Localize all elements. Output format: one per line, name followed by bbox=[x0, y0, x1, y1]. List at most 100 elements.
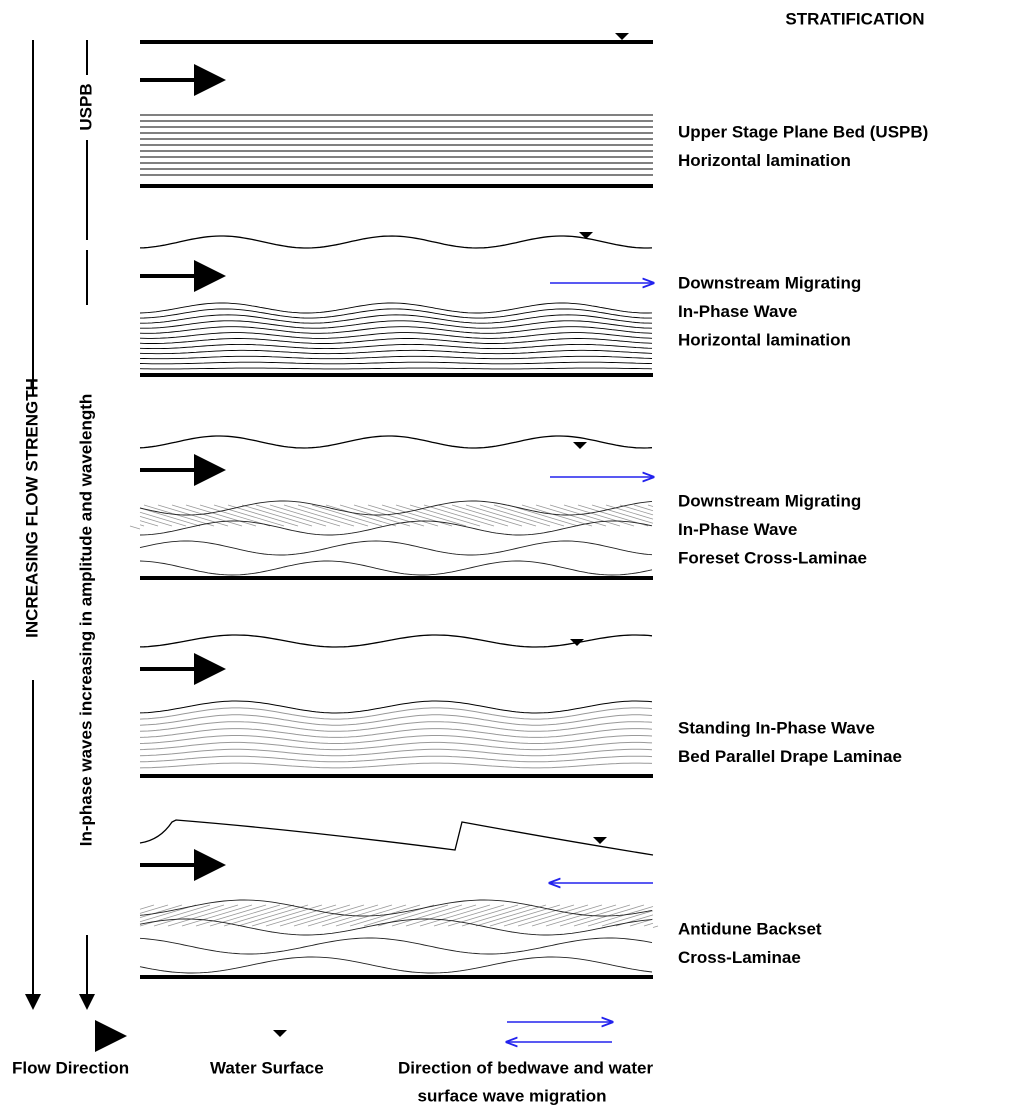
panel-label: In-Phase Wave bbox=[678, 520, 797, 539]
lamina bbox=[139, 361, 653, 365]
foreset bbox=[633, 504, 654, 512]
backset bbox=[545, 904, 617, 927]
backset bbox=[475, 904, 547, 927]
title: STRATIFICATION bbox=[785, 9, 924, 28]
water-surface bbox=[139, 819, 654, 856]
panel-label: Bed Parallel Drape Laminae bbox=[678, 747, 902, 766]
lamina bbox=[139, 349, 653, 355]
foreset bbox=[199, 504, 271, 527]
legend-surface-icon bbox=[273, 1030, 287, 1037]
backset bbox=[405, 904, 477, 927]
backset bbox=[503, 904, 575, 927]
drape-lamina bbox=[139, 707, 653, 720]
foreset bbox=[507, 504, 579, 527]
backset bbox=[433, 904, 505, 927]
backset bbox=[181, 904, 253, 927]
foreset bbox=[241, 504, 313, 527]
water-surface-marker bbox=[570, 639, 584, 646]
foreset bbox=[213, 504, 285, 527]
water-surface bbox=[139, 634, 653, 648]
foreset bbox=[465, 504, 537, 527]
foreset bbox=[423, 504, 495, 527]
water-surface-marker bbox=[593, 837, 607, 844]
water-surface bbox=[139, 435, 653, 449]
uspb-label: USPB bbox=[76, 83, 95, 130]
lamina bbox=[139, 355, 653, 360]
backset bbox=[195, 904, 267, 927]
panel-label: Antidune Backset bbox=[678, 919, 822, 938]
backset bbox=[349, 904, 421, 927]
panel-label: Cross-Laminae bbox=[678, 948, 801, 967]
foreset bbox=[171, 504, 243, 527]
lamina bbox=[139, 367, 653, 370]
backset bbox=[601, 910, 654, 927]
lamina bbox=[140, 314, 653, 324]
foreset bbox=[339, 504, 411, 527]
foreset bbox=[139, 524, 145, 527]
foreset bbox=[311, 504, 383, 527]
foreset bbox=[591, 504, 654, 524]
foreset bbox=[395, 504, 467, 527]
foreset bbox=[227, 504, 299, 527]
drape-lamina bbox=[139, 755, 653, 763]
backset bbox=[153, 904, 225, 927]
foreset bbox=[451, 504, 523, 527]
foreset bbox=[157, 504, 229, 527]
legend-migration: surface wave migration bbox=[418, 1086, 607, 1105]
backset bbox=[531, 904, 603, 927]
set-boundary bbox=[139, 899, 653, 917]
backset bbox=[265, 904, 337, 927]
backset bbox=[139, 904, 183, 918]
backset bbox=[419, 904, 491, 927]
foreset bbox=[493, 504, 565, 527]
foreset bbox=[605, 504, 654, 520]
set-boundary bbox=[139, 918, 653, 936]
foreset bbox=[479, 504, 551, 527]
panel-label: Horizontal lamination bbox=[678, 151, 851, 170]
backset bbox=[237, 904, 309, 927]
set-boundary bbox=[139, 520, 653, 536]
backset bbox=[223, 904, 295, 927]
set-boundary bbox=[139, 560, 653, 576]
water-surface-marker bbox=[573, 442, 587, 449]
foreset bbox=[255, 504, 327, 527]
drape-lamina bbox=[139, 700, 653, 714]
legend-surface: Water Surface bbox=[210, 1058, 324, 1077]
drape-lamina bbox=[139, 748, 653, 757]
foreset bbox=[129, 525, 141, 530]
foreset bbox=[353, 504, 425, 527]
lamina bbox=[140, 320, 653, 329]
panel-label: Horizontal lamination bbox=[678, 330, 851, 349]
backset bbox=[209, 904, 281, 927]
foreset bbox=[185, 504, 257, 527]
backset bbox=[251, 904, 323, 927]
set-boundary bbox=[139, 937, 653, 955]
foreset bbox=[143, 504, 215, 527]
legend-flow: Flow Direction bbox=[12, 1058, 129, 1077]
backset bbox=[139, 904, 155, 910]
lamina bbox=[139, 343, 653, 350]
backset bbox=[391, 904, 463, 927]
backset bbox=[293, 904, 365, 927]
water-surface-marker bbox=[615, 33, 629, 40]
backset bbox=[587, 906, 654, 927]
backset bbox=[139, 904, 169, 914]
backset bbox=[307, 904, 379, 927]
foreset bbox=[521, 504, 593, 527]
panel-label: In-Phase Wave bbox=[678, 302, 797, 321]
foreset bbox=[563, 504, 635, 527]
drape-lamina bbox=[139, 741, 653, 751]
panel-label: Downstream Migrating bbox=[678, 273, 861, 292]
foreset bbox=[139, 520, 159, 527]
drape-lamina bbox=[139, 762, 653, 769]
backset bbox=[489, 904, 561, 927]
backset bbox=[517, 904, 589, 927]
foreset bbox=[325, 504, 397, 527]
panel-label: Downstream Migrating bbox=[678, 491, 861, 510]
foreset bbox=[535, 504, 607, 527]
lamina bbox=[139, 332, 653, 339]
set-boundary bbox=[139, 500, 653, 516]
foreset bbox=[139, 516, 173, 527]
drape-lamina bbox=[139, 735, 653, 744]
